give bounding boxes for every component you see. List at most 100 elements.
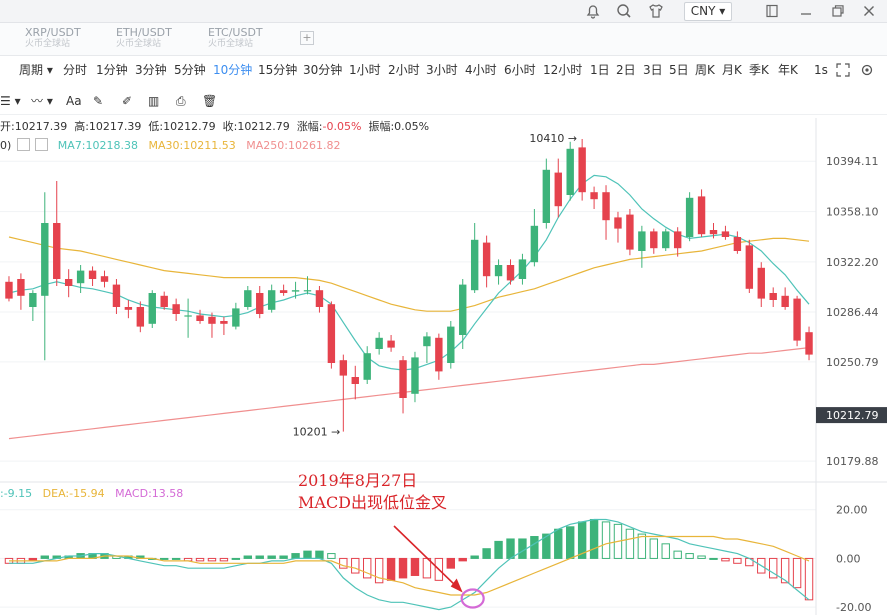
restore-icon[interactable] xyxy=(829,2,847,20)
period-item[interactable]: 季K xyxy=(749,63,769,77)
candle-body xyxy=(494,265,503,277)
macd-histogram-bar xyxy=(267,555,276,559)
macd-histogram-bar xyxy=(207,557,217,562)
settings-icon[interactable] xyxy=(860,63,874,80)
period-item[interactable]: 3日 xyxy=(643,63,663,77)
ma-prefix: 0) xyxy=(0,139,12,152)
measure-tool-icon[interactable]: ▥ xyxy=(148,94,160,108)
pen-tool-icon[interactable]: ✎ xyxy=(93,94,104,108)
ma30-value: MA30:10211.53 xyxy=(148,139,236,152)
close-icon[interactable] xyxy=(860,2,878,20)
period-item[interactable]: 1日 xyxy=(590,63,610,77)
macd-histogram-bar xyxy=(327,553,336,559)
period-item[interactable]: 1小时 xyxy=(349,63,381,77)
close-legend-icon[interactable] xyxy=(35,138,49,151)
period-item[interactable]: 周K xyxy=(695,63,715,77)
shirt-icon[interactable] xyxy=(647,2,665,20)
indicator-tool-icon[interactable]: 〰 ▾ xyxy=(31,94,53,108)
candle-body xyxy=(542,169,551,223)
candle-body xyxy=(554,172,562,207)
macd-histogram-bar xyxy=(363,557,372,579)
lock-icon[interactable]: ⎙ xyxy=(176,94,186,108)
period-item[interactable]: 5日 xyxy=(669,63,689,77)
minimize-icon[interactable] xyxy=(797,2,815,20)
eye-icon[interactable] xyxy=(16,138,30,151)
add-tab-icon[interactable]: + xyxy=(300,31,314,45)
candle-body xyxy=(315,290,324,307)
dea-line xyxy=(9,535,810,596)
period-item[interactable]: 3分钟 xyxy=(135,63,167,77)
text-tool[interactable]: Aa xyxy=(66,94,82,108)
macd-histogram-bar xyxy=(685,553,694,559)
candle-body xyxy=(196,315,204,321)
candle-body xyxy=(518,259,527,279)
period-item[interactable]: 6小时 xyxy=(504,63,536,77)
dif-line xyxy=(9,518,810,611)
period-item[interactable]: 2日 xyxy=(616,63,636,77)
period-item[interactable]: 3小时 xyxy=(426,63,458,77)
macd-histogram-bar xyxy=(458,557,467,562)
candle-body xyxy=(232,308,240,327)
candle-body xyxy=(220,321,228,324)
candle-body xyxy=(757,267,765,299)
price-tick-label: 10394.11 xyxy=(826,155,879,168)
trash-icon[interactable]: 🗑 xyxy=(202,94,218,108)
period-item[interactable]: 年K xyxy=(778,63,798,77)
low-value: 低:10212.79 xyxy=(148,120,216,133)
annotation-text: MACD出现低位金叉 xyxy=(298,493,448,512)
candle-body xyxy=(662,231,670,249)
window-icon[interactable] xyxy=(763,2,781,20)
brush-tool-icon[interactable]: ✐ xyxy=(122,94,133,108)
candle-body xyxy=(148,293,156,324)
period-item-active[interactable]: 10分钟 xyxy=(213,63,253,77)
macd-histogram-bar xyxy=(410,557,420,576)
tab-etc-usdt[interactable]: ETC/USDT 火币全球站 xyxy=(208,26,263,50)
align-tool-icon[interactable]: ☰ ▾ xyxy=(0,94,21,108)
macd-histogram-bar xyxy=(231,557,241,560)
candle-body xyxy=(303,290,312,292)
macd-histogram-bar xyxy=(219,557,229,562)
tab-label: XRP/USDT xyxy=(25,26,81,39)
candle-body xyxy=(614,217,622,229)
macd-histogram-bar xyxy=(315,550,324,559)
period-item[interactable]: 1s xyxy=(814,63,828,77)
period-item[interactable]: 15分钟 xyxy=(258,63,298,77)
macd-histogram-bar xyxy=(518,538,527,559)
macd-histogram-bar xyxy=(780,557,790,584)
golden-cross-annotation: 2019年8月27日 MACD出现低位金叉 xyxy=(298,470,447,514)
candle-body xyxy=(5,281,13,299)
period-item[interactable]: 2小时 xyxy=(388,63,420,77)
candle-body xyxy=(208,316,216,324)
candle-body xyxy=(387,340,395,348)
period-select[interactable]: 周期 ▾ xyxy=(19,63,53,77)
macd-histogram-bar xyxy=(291,553,300,559)
candle-body xyxy=(470,239,479,291)
period-item[interactable]: 分时 xyxy=(63,63,88,77)
tab-xrp-usdt[interactable]: XRP/USDT 火币全球站 xyxy=(25,26,81,50)
candle-body xyxy=(530,225,539,263)
macd-tick-label: -20.00 xyxy=(836,601,871,614)
currency-select[interactable]: CNY ▾ xyxy=(684,2,732,21)
macd-histogram-bar xyxy=(661,543,670,559)
period-item[interactable]: 5分钟 xyxy=(174,63,206,77)
fullscreen-icon[interactable] xyxy=(836,63,850,80)
candle-body xyxy=(112,284,121,307)
period-item[interactable]: 月K xyxy=(722,63,742,77)
change-label: 涨幅: xyxy=(296,120,323,133)
macd-histogram-bar xyxy=(482,548,491,559)
period-item[interactable]: 1分钟 xyxy=(96,63,128,77)
candle-body xyxy=(399,360,407,398)
period-item[interactable]: 12小时 xyxy=(543,63,583,77)
ma250-value: MA250:10261.82 xyxy=(246,139,341,152)
ma7-value: MA7:10218.38 xyxy=(57,139,139,152)
period-item[interactable]: 4小时 xyxy=(465,63,497,77)
period-item[interactable]: 30分钟 xyxy=(303,63,343,77)
macd-histogram-bar xyxy=(601,521,611,559)
macd-histogram-bar xyxy=(446,557,455,569)
candle-body xyxy=(160,295,168,307)
tab-eth-usdt[interactable]: ETH/USDT 火币全球站 xyxy=(116,26,172,50)
search-icon[interactable] xyxy=(615,2,633,20)
bell-icon[interactable] xyxy=(584,2,602,20)
ma30-line xyxy=(8,236,810,312)
